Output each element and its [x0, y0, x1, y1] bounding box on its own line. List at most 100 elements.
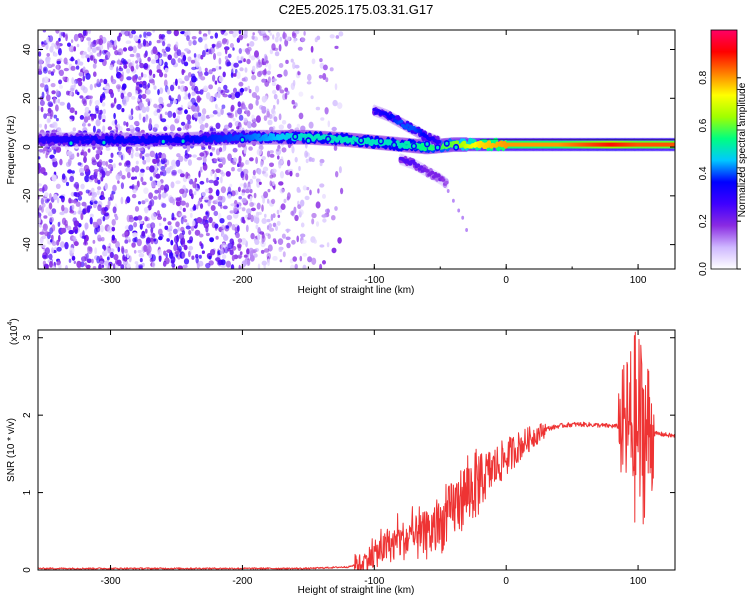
noise-speckle	[296, 235, 300, 243]
noise-speckle	[281, 147, 287, 153]
noise-speckle	[261, 204, 264, 212]
noise-speckle	[79, 95, 84, 99]
noise-speckle	[210, 35, 214, 39]
noise-speckle	[229, 238, 234, 244]
noise-speckle	[334, 83, 338, 91]
noise-speckle	[180, 216, 184, 225]
noise-speckle	[164, 163, 167, 168]
noise-speckle	[298, 166, 301, 171]
noise-speckle	[77, 210, 82, 215]
noise-speckle	[133, 120, 140, 126]
ridge-1	[38, 129, 675, 155]
noise-speckle	[74, 181, 80, 189]
noise-speckle	[64, 219, 68, 227]
noise-speckle	[80, 85, 86, 91]
noise-speckle	[209, 237, 215, 243]
y-tick-label: -40	[22, 237, 33, 252]
noise-speckle	[230, 203, 236, 207]
ridge-core	[303, 133, 308, 138]
noise-speckle	[132, 45, 137, 54]
noise-speckle	[73, 241, 79, 247]
noise-speckle	[135, 64, 139, 70]
noise-speckle	[198, 37, 203, 43]
noise-speckle	[164, 225, 169, 230]
noise-speckle	[135, 84, 140, 91]
noise-speckle	[233, 30, 239, 37]
noise-speckle	[198, 254, 202, 259]
noise-speckle	[236, 225, 240, 232]
noise-speckle	[226, 61, 232, 67]
noise-speckle	[130, 108, 134, 116]
noise-speckle	[102, 108, 106, 115]
ridge-core	[455, 140, 459, 145]
noise-speckle	[311, 257, 317, 265]
noise-speckle	[269, 32, 273, 36]
noise-speckle	[200, 76, 206, 81]
noise-speckle	[272, 34, 275, 40]
noise-speckle	[226, 214, 233, 221]
noise-speckle	[151, 261, 156, 268]
ridge-blob-core	[436, 145, 440, 150]
noise-speckle	[77, 162, 82, 166]
noise-speckle	[128, 224, 134, 232]
noise-speckle	[192, 205, 197, 211]
noise-speckle	[198, 233, 204, 238]
noise-speckle	[168, 95, 172, 101]
ridge-core	[85, 135, 90, 140]
noise-speckle	[248, 53, 251, 59]
noise-speckle	[162, 168, 166, 173]
noise-speckle	[229, 249, 234, 256]
noise-speckle	[46, 112, 52, 117]
noise-speckle	[43, 171, 48, 176]
noise-speckle	[145, 89, 151, 95]
noise-speckle	[255, 61, 259, 69]
noise-speckle	[143, 244, 148, 252]
noise-speckle	[143, 53, 147, 59]
noise-speckle	[164, 61, 168, 67]
noise-speckle	[184, 48, 190, 52]
noise-speckle	[114, 119, 118, 125]
noise-speckle	[272, 89, 277, 95]
ridge-core	[75, 139, 80, 144]
noise-speckle	[262, 166, 269, 172]
noise-speckle	[249, 195, 253, 202]
noise-speckle	[219, 248, 224, 255]
ridge-core	[214, 134, 218, 139]
noise-speckle	[207, 187, 213, 194]
noise-speckle	[180, 121, 186, 126]
noise-speckle	[279, 259, 283, 263]
noise-speckle	[147, 82, 151, 89]
noise-speckle	[298, 91, 304, 97]
noise-speckle	[72, 236, 77, 240]
noise-speckle	[177, 127, 182, 132]
noise-speckle	[119, 74, 124, 82]
noise-speckle	[276, 31, 280, 38]
noise-speckle	[95, 153, 100, 160]
noise-speckle	[123, 64, 128, 69]
noise-speckle	[148, 192, 154, 200]
noise-speckle	[138, 220, 144, 225]
noise-speckle	[206, 177, 209, 183]
noise-speckle	[153, 169, 158, 174]
noise-speckle	[182, 207, 186, 212]
noise-speckle	[206, 211, 210, 219]
noise-speckle	[248, 89, 252, 94]
noise-speckle	[306, 186, 310, 191]
noise-speckle	[38, 68, 42, 75]
noise-speckle	[62, 76, 66, 81]
noise-speckle	[204, 122, 209, 128]
noise-speckle	[198, 170, 201, 178]
noise-speckle	[68, 258, 72, 263]
noise-speckle	[254, 239, 260, 246]
noise-speckle	[120, 196, 124, 205]
noise-speckle	[98, 43, 104, 51]
noise-speckle	[261, 156, 266, 161]
noise-speckle	[238, 81, 244, 87]
noise-speckle	[251, 74, 257, 81]
noise-speckle	[184, 75, 190, 82]
noise-speckle	[134, 236, 138, 243]
noise-speckle	[131, 60, 135, 67]
noise-speckle	[38, 58, 43, 66]
noise-speckle	[132, 232, 138, 238]
noise-speckle	[82, 51, 87, 55]
